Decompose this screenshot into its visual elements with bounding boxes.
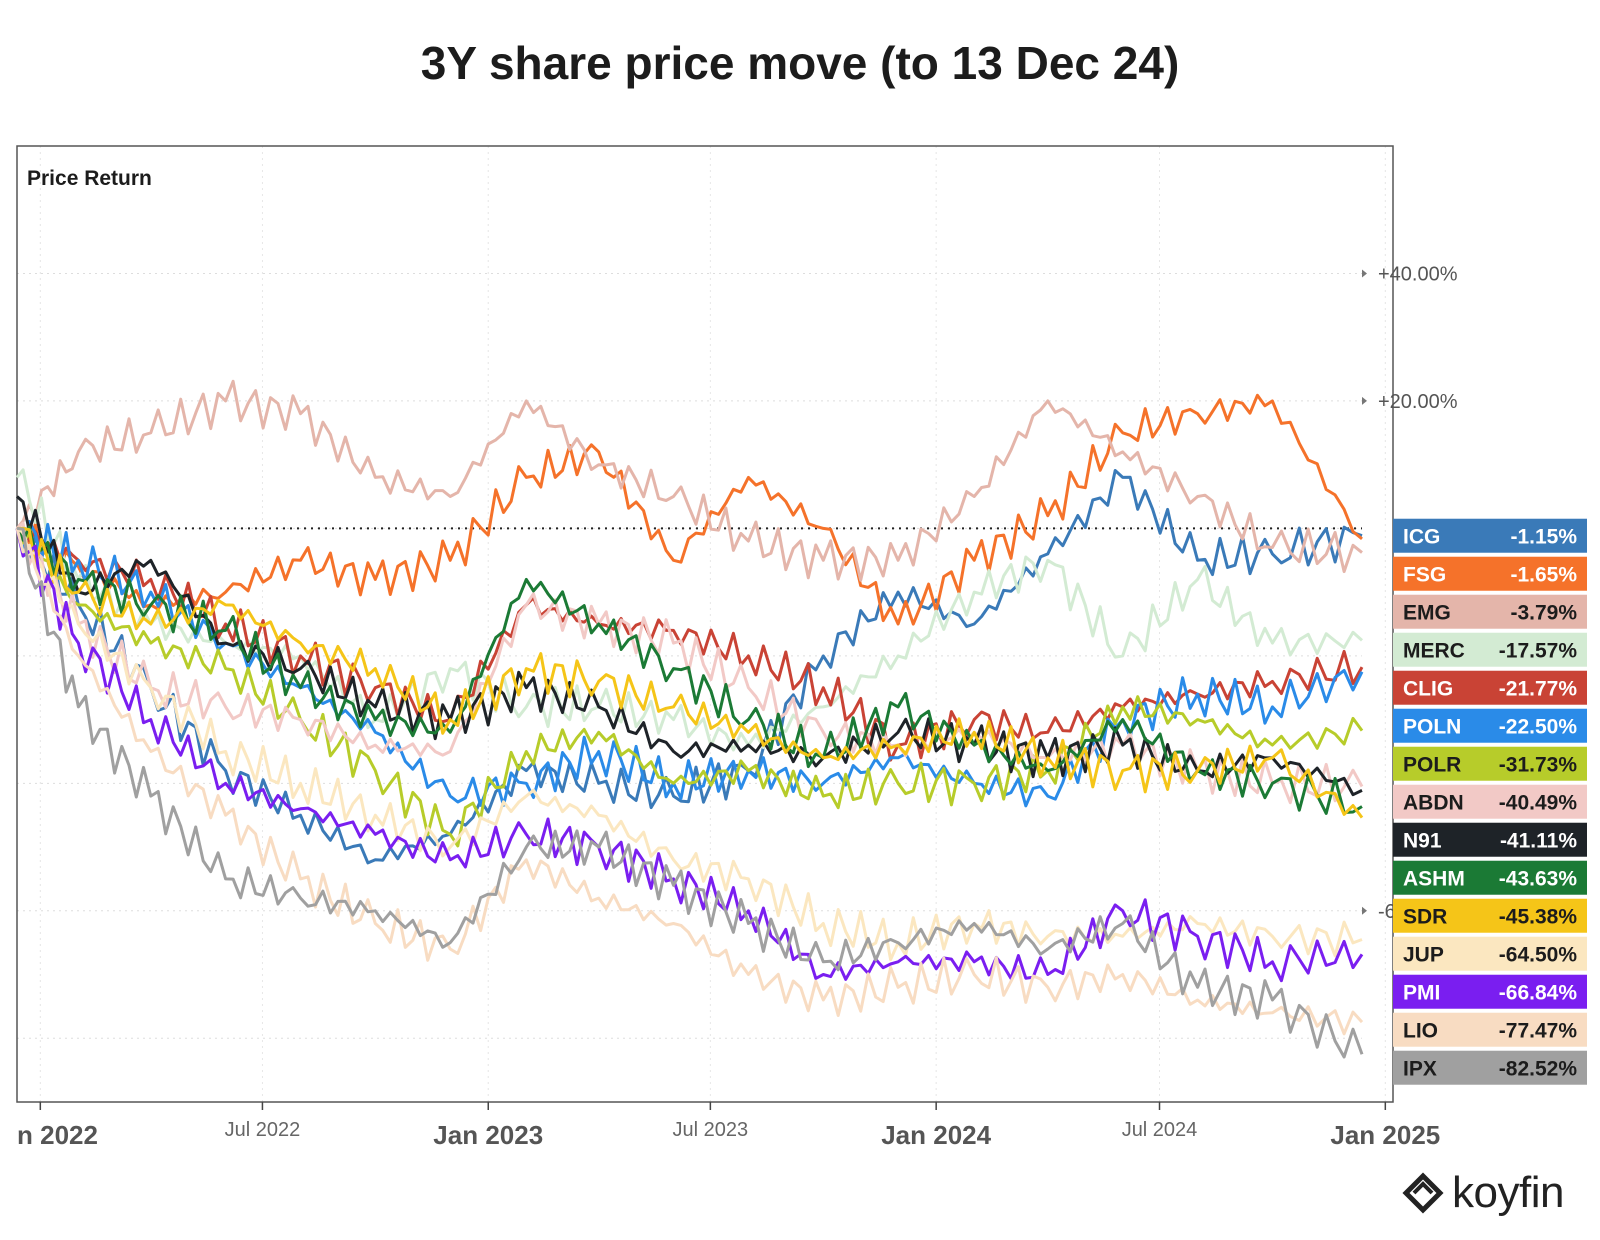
- series-line-emg: [15, 379, 1363, 582]
- legend-badge-lio: LIO -77.47%: [1393, 1012, 1587, 1047]
- x-tick-label: Jul 2023: [673, 1119, 749, 1141]
- koyfin-logo: koyfin: [1402, 1168, 1564, 1218]
- x-tick-label: Jan 2023: [433, 1120, 543, 1150]
- plot-frame: [16, 145, 1394, 1103]
- legend-badge-ticker: N91: [1403, 830, 1442, 853]
- legend-badge-bg: [1393, 898, 1587, 933]
- series-line-sdr: [17, 526, 1364, 819]
- legend-badge-ticker: FSG: [1403, 564, 1446, 587]
- legend-badge-bg: [1393, 708, 1587, 743]
- legend-badge-bg: [1393, 784, 1587, 819]
- koyfin-logo-text: koyfin: [1452, 1168, 1564, 1217]
- legend-badge-ticker: CLIG: [1403, 678, 1453, 701]
- legend-badge-ticker: JUP: [1403, 944, 1444, 967]
- chart-title: 3Y share price move (to 13 Dec 24): [420, 37, 1180, 89]
- series-line-pmi: [15, 528, 1364, 983]
- legend-badge-value: -17.57%: [1499, 640, 1578, 663]
- legend-badge-ticker: ICG: [1403, 526, 1440, 549]
- legend-badge-clig: CLIG -21.77%: [1393, 670, 1587, 705]
- legend-badge-ticker: LIO: [1403, 1020, 1438, 1043]
- legend-badge-ticker: ABDN: [1403, 792, 1464, 815]
- legend-badge-value: -41.11%: [1500, 830, 1577, 853]
- legend-badge-jup: JUP -64.50%: [1393, 936, 1587, 971]
- x-tick-label: n 2022: [17, 1120, 98, 1150]
- x-tick-label: Jul 2022: [225, 1119, 301, 1141]
- y-tick-marker: [1362, 906, 1367, 915]
- x-axis: n 2022 Jul 2022 Jan 2023 Jul 2023 Jan 2024 Ju…: [17, 1102, 1440, 1150]
- legend-badge-bg: [1393, 746, 1587, 781]
- legend-badge-bg: [1393, 594, 1587, 629]
- legend-badge-bg: [1393, 936, 1587, 971]
- koyfin-logo-icon: [1402, 1172, 1444, 1214]
- legend-badge-poln: POLN -22.50%: [1393, 708, 1587, 743]
- series-line-n91: [16, 495, 1363, 797]
- legend-badge-ticker: ASHM: [1403, 868, 1465, 891]
- legend-badge-ticker: MERC: [1403, 640, 1465, 663]
- legend-badge-value: -77.47%: [1499, 1020, 1578, 1043]
- y-tick-marker: [1362, 396, 1367, 405]
- series-line-ashm: [15, 525, 1363, 815]
- legend-badge-bg: [1393, 518, 1587, 553]
- x-tick-label: Jul 2024: [1122, 1119, 1198, 1141]
- legend-badge-bg: [1393, 556, 1587, 591]
- legend-badge-value: -1.65%: [1510, 564, 1577, 587]
- series-layer: [15, 379, 1364, 1059]
- y-tick-label: +20.00%: [1378, 391, 1458, 413]
- grid-layer: [17, 146, 1386, 1102]
- panel-label: Price Return: [27, 167, 152, 190]
- legend-badge-n91: N91 -41.11%: [1393, 822, 1587, 857]
- legend-badge-ticker: PMI: [1403, 982, 1440, 1005]
- legend-badge-ticker: IPX: [1403, 1058, 1437, 1081]
- legend-badge-ticker: POLN: [1403, 716, 1461, 739]
- legend-badge-pmi: PMI -66.84%: [1393, 974, 1587, 1009]
- legend-badge-value: -43.63%: [1499, 868, 1578, 891]
- legend-badge-value: -3.79%: [1510, 602, 1577, 625]
- legend-badge-bg: [1393, 670, 1587, 705]
- legend-badge-sdr: SDR -45.38%: [1393, 898, 1587, 933]
- legend-badge-value: -82.52%: [1499, 1058, 1578, 1081]
- y-tick-label: +40.00%: [1378, 263, 1458, 285]
- series-line-polr: [15, 527, 1364, 848]
- legend-badge-value: -66.84%: [1499, 982, 1578, 1005]
- legend-badge-bg: [1393, 974, 1587, 1009]
- legend-badge-value: -31.73%: [1499, 754, 1578, 777]
- legend-badge-abdn: ABDN -40.49%: [1393, 784, 1587, 819]
- legend-badge-bg: [1393, 822, 1587, 857]
- legend-badge-fsg: FSG -1.65%: [1393, 556, 1587, 591]
- legend-badge-bg: [1393, 1012, 1587, 1047]
- legend-badge-ashm: ASHM -43.63%: [1393, 860, 1587, 895]
- legend-badge-icg: ICG -1.15%: [1393, 518, 1587, 553]
- legend-badge-ticker: POLR: [1403, 754, 1461, 777]
- legend-badge-emg: EMG -3.79%: [1393, 594, 1587, 629]
- legend-badge-polr: POLR -31.73%: [1393, 746, 1587, 781]
- legend-badge-value: -45.38%: [1499, 906, 1578, 929]
- legend-badge-value: -40.49%: [1499, 792, 1578, 815]
- legend-badge-bg: [1393, 860, 1587, 895]
- legend-badge-bg: [1393, 1050, 1587, 1085]
- legend-badge-value: -22.50%: [1499, 716, 1578, 739]
- x-tick-label: Jan 2025: [1330, 1120, 1440, 1150]
- legend-badge-value: -64.50%: [1499, 944, 1578, 967]
- legend-badge-merc: MERC -17.57%: [1393, 632, 1587, 667]
- x-tick-label: Jan 2024: [881, 1120, 991, 1150]
- price-return-chart: Price Return +40.00%+20.00%-60.00% n 202…: [15, 145, 1587, 1150]
- legend-badge-value: -1.15%: [1510, 526, 1577, 549]
- series-line-jup: [16, 527, 1363, 962]
- y-tick-marker: [1362, 269, 1367, 278]
- series-line-icg: [16, 469, 1363, 865]
- legend-badge-ticker: SDR: [1403, 906, 1447, 929]
- series-line-lio: [15, 528, 1364, 1036]
- legend-badge-value: -21.77%: [1499, 678, 1578, 701]
- legend-badge-ipx: IPX -82.52%: [1393, 1050, 1587, 1085]
- legend-badge-ticker: EMG: [1403, 602, 1451, 625]
- series-line-ipx: [16, 526, 1364, 1059]
- legend-badges: ICG -1.15% FSG -1.65% EMG -3.79% MERC -17.57% CL…: [1393, 518, 1587, 1085]
- series-line-fsg: [15, 393, 1363, 626]
- legend-badge-bg: [1393, 632, 1587, 667]
